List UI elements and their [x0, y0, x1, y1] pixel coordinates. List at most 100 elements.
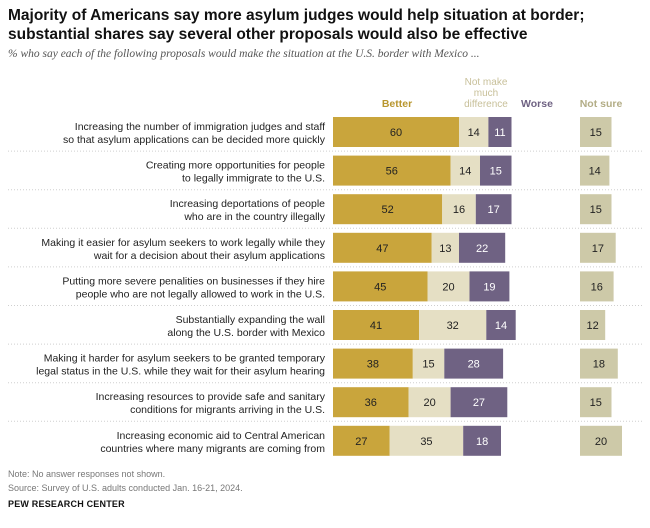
bar-better — [333, 194, 443, 225]
bar-no-difference — [450, 155, 480, 186]
category-label: Putting more severe penalities on busine… — [62, 275, 325, 287]
category-label: legal status in the U.S. while they wait… — [36, 366, 325, 378]
bar-no-difference — [427, 271, 470, 302]
bar-no-difference — [431, 232, 459, 263]
bar-better — [333, 232, 432, 263]
category-label: to legally immigrate to the U.S. — [182, 173, 325, 185]
category-label: who are in the country illegally — [183, 211, 325, 223]
bar-no-difference-label: 14 — [468, 127, 480, 139]
category-label: along the U.S. border with Mexico — [167, 327, 325, 339]
bar-worse-label: 17 — [488, 204, 500, 216]
bar-better-label: 56 — [386, 166, 398, 178]
header-not-sure: Not sure — [580, 98, 623, 110]
bar-not-sure-label: 14 — [589, 166, 601, 178]
bar-not-sure-label: 15 — [590, 204, 602, 216]
bar-no-difference-label: 13 — [439, 243, 451, 255]
chart-title: Majority of Americans say more asylum ju… — [8, 7, 585, 43]
category-label: wait for a decision about their asylum a… — [93, 250, 325, 262]
bar-better-label: 41 — [370, 320, 382, 332]
bar-no-difference — [442, 194, 476, 225]
header-no-difference-line: Not make — [465, 77, 508, 88]
bar-no-difference-label: 15 — [422, 359, 434, 371]
bar-not-sure — [580, 232, 616, 263]
bar-no-difference-label: 35 — [420, 436, 432, 448]
bar-better-label: 52 — [381, 204, 393, 216]
bar-not-sure — [580, 271, 614, 302]
bar-worse-label: 19 — [483, 281, 495, 293]
header-better: Better — [382, 98, 412, 110]
bar-worse-label: 11 — [494, 127, 505, 139]
bar-better-label: 45 — [374, 281, 386, 293]
bar-worse-label: 15 — [490, 166, 502, 178]
bar-not-sure-label: 16 — [591, 281, 603, 293]
bar-worse — [480, 155, 512, 186]
bar-not-sure-label: 17 — [592, 243, 604, 255]
category-label: people who are not legally allowed to wo… — [76, 288, 325, 300]
bar-better — [333, 425, 390, 456]
category-label: countries where many migrants are coming… — [100, 443, 325, 455]
bar-worse-label: 14 — [495, 320, 507, 332]
bar-no-difference — [408, 387, 451, 418]
category-label: Increasing deportations of people — [170, 198, 325, 210]
bar-no-difference-label: 20 — [423, 397, 435, 409]
bar-better-label: 27 — [355, 436, 367, 448]
bar-better-label: 38 — [367, 359, 379, 371]
bar-not-sure — [580, 117, 612, 147]
bar-no-difference-label: 14 — [459, 166, 471, 178]
bar-not-sure — [580, 348, 618, 379]
category-label: Substantially expanding the wall — [176, 314, 325, 326]
bar-worse — [444, 348, 504, 379]
category-label: Making it easier for asylum seekers to w… — [41, 237, 325, 249]
bar-worse — [475, 194, 512, 225]
org-credit: PEW RESEARCH CENTER — [8, 499, 125, 509]
bar-worse — [450, 387, 508, 418]
bar-better — [333, 271, 428, 302]
bar-worse — [463, 425, 501, 456]
header-no-difference-line: difference — [464, 99, 508, 110]
bar-better — [333, 348, 413, 379]
category-label: Increasing the number of immigration jud… — [75, 121, 325, 133]
chart-source: Source: Survey of U.S. adults conducted … — [8, 483, 243, 493]
bar-better — [333, 387, 409, 418]
bar-no-difference — [389, 425, 464, 456]
bar-not-sure — [580, 425, 622, 456]
bar-better — [333, 117, 459, 147]
bar-worse — [469, 271, 510, 302]
bar-better — [333, 155, 451, 186]
bar-not-sure — [580, 310, 606, 340]
bar-worse — [486, 310, 516, 340]
bar-worse-label: 22 — [476, 243, 488, 255]
bar-better-label: 36 — [365, 397, 377, 409]
category-label: Increasing resources to provide safe and… — [96, 391, 326, 403]
bar-worse — [488, 117, 512, 147]
bar-not-sure-label: 18 — [593, 359, 605, 371]
bar-better-label: 47 — [376, 243, 388, 255]
bar-not-sure-label: 15 — [590, 397, 602, 409]
bar-worse-label: 27 — [473, 397, 485, 409]
bar-no-difference — [412, 348, 445, 379]
category-label: Increasing economic aid to Central Ameri… — [117, 430, 326, 442]
bar-not-sure — [580, 387, 612, 418]
bar-worse — [459, 232, 506, 263]
category-label: conditions for migrants arriving in the … — [130, 404, 325, 416]
chart-subtitle: % who say each of the following proposal… — [8, 48, 480, 60]
bar-no-difference-label: 20 — [442, 281, 454, 293]
bar-better-label: 60 — [390, 127, 402, 139]
bar-no-difference — [419, 310, 487, 340]
bar-no-difference — [459, 117, 489, 147]
header-no-difference-line: much — [474, 88, 498, 99]
bar-worse-label: 18 — [476, 436, 488, 448]
bar-not-sure — [580, 194, 612, 225]
header-worse: Worse — [521, 98, 553, 110]
bar-better — [333, 310, 420, 340]
category-label: so that asylum applications can be decid… — [63, 134, 326, 146]
bar-not-sure — [580, 155, 610, 186]
category-label: Creating more opportunities for people — [146, 160, 325, 172]
chart-note: Note: No answer responses not shown. — [8, 469, 166, 479]
bar-not-sure-label: 20 — [595, 436, 607, 448]
bar-worse-label: 28 — [468, 359, 480, 371]
bar-no-difference-label: 32 — [447, 320, 459, 332]
category-label: Making it harder for asylum seekers to b… — [44, 353, 326, 365]
bar-no-difference-label: 16 — [453, 204, 465, 216]
